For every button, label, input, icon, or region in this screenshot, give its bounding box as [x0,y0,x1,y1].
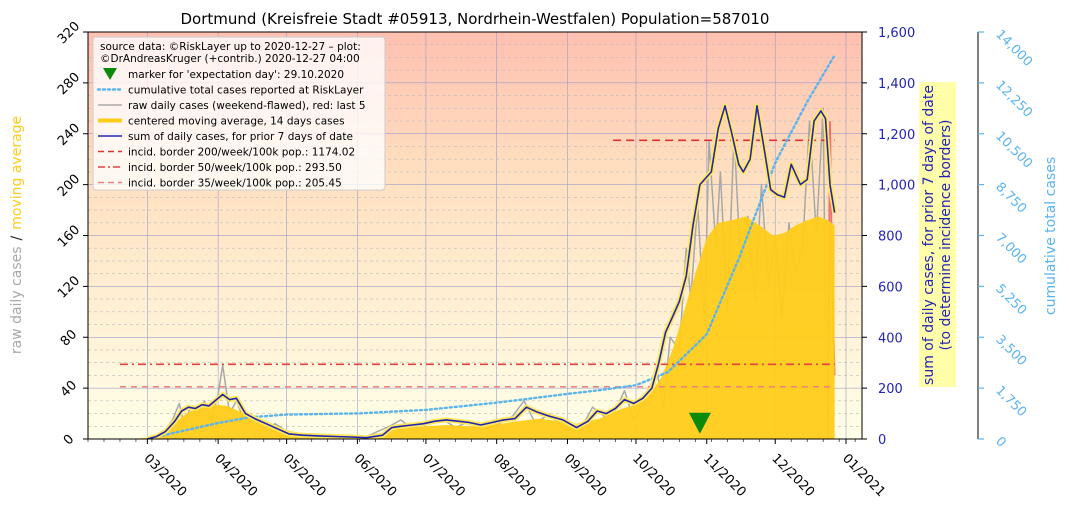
legend-source-line2: ©DrAndreasKruger (+contrib.) 2020-12-27 … [100,53,360,65]
right-y-tick-label: 200 [878,382,903,397]
far-right-y-tick-label: 3,500 [992,332,1029,369]
left-y-tick-label: 160 [55,222,83,250]
right-y-axis: 0 200 400 600 800 1,000 1,200 1,400 1,600 [862,26,915,448]
far-right-y-tick-label: 7,000 [992,231,1029,268]
right-y-tick-label: 0 [878,433,886,448]
expectation-marker-layer [688,412,711,434]
far-right-y-tick-label: 0 [992,434,1008,450]
legend-entries: marker for 'expectation day': 29.10.2020… [96,68,366,190]
legend-entry-label: sum of daily cases, for prior 7 days of … [128,131,353,143]
x-tick-label: 01/2021 [839,451,888,500]
right-axis-label-line2: (to determine incidence borders) [938,120,954,351]
cumulative-total-layer [146,54,836,439]
moving-average-layer [129,216,835,439]
left-y-tick-label: 320 [55,19,83,47]
left-y-tick-label: 120 [55,273,83,301]
left-y-tick-label: 40 [58,378,80,400]
right-y-tick-label: 800 [878,230,903,245]
left-axis-label-raw: raw daily cases [9,246,25,354]
x-tick-label: 12/2020 [768,451,817,500]
legend-entry-label: cumulative total cases reported at RiskL… [128,85,364,97]
right-y-tick-label: 1,400 [878,77,915,92]
left-y-tick-label: 280 [55,70,83,98]
far-right-y-tick-label: 12,250 [992,78,1035,121]
far-right-y-tick-label: 8,750 [992,180,1029,217]
legend-entry-label: incid. border 200/week/100k pop.: 1174.0… [128,147,355,159]
left-axis-label: raw daily cases / moving average [9,116,25,354]
x-tick-label: 06/2020 [351,451,400,500]
far-right-y-axis: 0 1,750 3,500 5,250 7,000 8,750 10,500 12,250 14… [978,27,1035,451]
right-y-tick-label: 400 [878,331,903,346]
right-y-tick-label: 600 [878,280,903,295]
right-y-tick-label: 1,000 [878,179,915,194]
expectation-day-marker [688,412,711,434]
x-tick-label: 04/2020 [211,451,260,500]
legend-entry-label: incid. border 50/week/100k pop.: 293.50 [128,162,342,174]
legend-box [92,36,386,191]
sum-7-days-layer [146,103,838,439]
legend-source-line1: source data: ©RiskLayer up to 2020-12-27… [100,41,361,53]
right-y-tick-label: 1,200 [878,128,915,143]
cumulative-total-line [146,54,836,439]
legend-entry-label: marker for 'expectation day': 29.10.2020 [128,69,344,81]
far-right-y-tick-label: 10,500 [992,129,1035,172]
x-tick-label: 11/2020 [700,451,749,500]
far-right-y-tick-label: 5,250 [992,281,1029,318]
x-tick-label: 03/2020 [141,451,190,500]
left-y-tick-label: 240 [55,121,83,149]
x-tick-label: 09/2020 [561,451,610,500]
left-y-tick-label: 80 [58,327,80,349]
far-right-y-tick-label: 14,000 [992,27,1035,70]
x-tick-label: 05/2020 [280,451,329,500]
legend-entry-label: incid. border 35/week/100k pop.: 205.45 [128,178,342,190]
legend-entry-label: raw daily cases (weekend-flawed), red: l… [128,100,366,112]
right-axis-label-line1: sum of daily cases, for prior 7 days of … [921,85,937,385]
legend-marker-symbol [103,68,117,80]
x-axis: 03/2020 04/2020 05/2020 06/2020 07/2020 08/20… [87,439,888,500]
left-y-tick-label: 200 [55,172,83,200]
left-axis-label-separator: / [9,235,25,240]
left-y-tick-label: 0 [61,432,77,448]
sum-7-days-line [147,105,836,439]
x-tick-label: 07/2020 [419,451,468,500]
x-tick-label: 10/2020 [629,451,678,500]
x-tick-label: 08/2020 [490,451,539,500]
far-right-axis-label: cumulative total cases [1043,157,1059,315]
legend: source data: ©RiskLayer up to 2020-12-27… [92,36,386,191]
legend-entry-label: centered moving average, 14 days cases [128,116,345,128]
moving-average-area [129,216,835,439]
right-axis-label-box [919,82,956,387]
left-axis-label-ma: moving average [9,116,25,230]
right-y-tick-label: 1,600 [878,26,915,41]
chart-title: Dortmund (Kreisfreie Stadt #05913, Nordr… [181,10,770,28]
incidence-borders-layer [119,139,835,388]
left-y-axis: 0 40 80 120 160 200 240 280 320 [55,19,88,448]
far-right-y-tick-label: 1,750 [992,383,1029,420]
